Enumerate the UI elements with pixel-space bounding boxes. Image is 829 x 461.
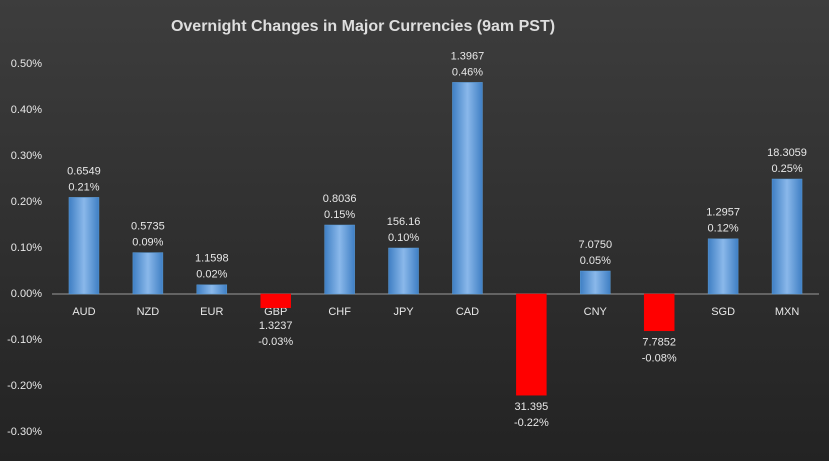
value-label: 0.12% — [708, 223, 739, 235]
x-tick-label: AUD — [72, 306, 95, 318]
rate-label: 7.0750 — [578, 239, 612, 251]
bar — [707, 238, 739, 295]
y-tick-label: -0.30% — [7, 426, 42, 438]
x-tick-label: EUR — [200, 306, 223, 318]
bar — [68, 197, 100, 295]
bar — [132, 252, 164, 295]
rate-label: 156.16 — [387, 216, 421, 228]
x-tick-label: CHF — [328, 306, 351, 318]
rate-label: 1.3967 — [451, 50, 485, 62]
y-tick-label: 0.20% — [11, 196, 42, 208]
rate-label: 31.395 — [515, 401, 549, 413]
value-label: 0.02% — [196, 269, 227, 281]
value-label: -0.03% — [258, 336, 293, 348]
value-label: 0.15% — [324, 209, 355, 221]
value-label: 0.46% — [452, 66, 483, 78]
y-tick-label: 0.50% — [11, 58, 42, 70]
x-tick-label: JPY — [393, 306, 414, 318]
rate-label: 0.8036 — [323, 193, 357, 205]
bar — [643, 293, 675, 332]
bar — [452, 82, 483, 295]
rate-label: 1.3237 — [259, 320, 293, 332]
bar — [260, 293, 291, 309]
value-label: 0.09% — [132, 237, 163, 249]
bar — [771, 178, 803, 295]
rate-label: 1.1598 — [195, 253, 229, 265]
value-label: -0.22% — [514, 417, 549, 429]
rate-label: 0.5735 — [131, 221, 165, 233]
x-tick-label: GBP — [264, 306, 287, 318]
value-label: 0.10% — [388, 232, 419, 244]
bar — [388, 247, 419, 295]
y-tick-label: -0.10% — [7, 334, 42, 346]
chart-title: Overnight Changes in Major Currencies (9… — [171, 18, 555, 35]
x-tick-label: CNY — [584, 306, 608, 318]
rate-label: 7.7852 — [642, 337, 676, 349]
bar — [196, 284, 228, 295]
x-tick-label: MXN — [775, 306, 800, 318]
value-label: 0.21% — [68, 181, 99, 193]
rate-label: 1.2957 — [706, 207, 740, 219]
rate-label: 0.6549 — [67, 165, 101, 177]
y-tick-label: 0.40% — [11, 104, 42, 116]
bar — [324, 224, 355, 295]
value-label: -0.08% — [642, 353, 677, 365]
x-tick-label: NZD — [137, 306, 160, 318]
rate-label: 18.3059 — [767, 147, 807, 159]
y-tick-label: 0.00% — [11, 288, 42, 300]
y-tick-label: -0.20% — [7, 380, 42, 392]
bar — [580, 270, 611, 295]
value-label: 0.05% — [580, 255, 611, 267]
x-tick-label: SGD — [711, 306, 735, 318]
y-tick-label: 0.30% — [11, 150, 42, 162]
bar — [516, 293, 547, 396]
value-label: 0.25% — [771, 163, 802, 175]
y-tick-label: 0.10% — [11, 242, 42, 254]
x-tick-label: CAD — [456, 306, 479, 318]
